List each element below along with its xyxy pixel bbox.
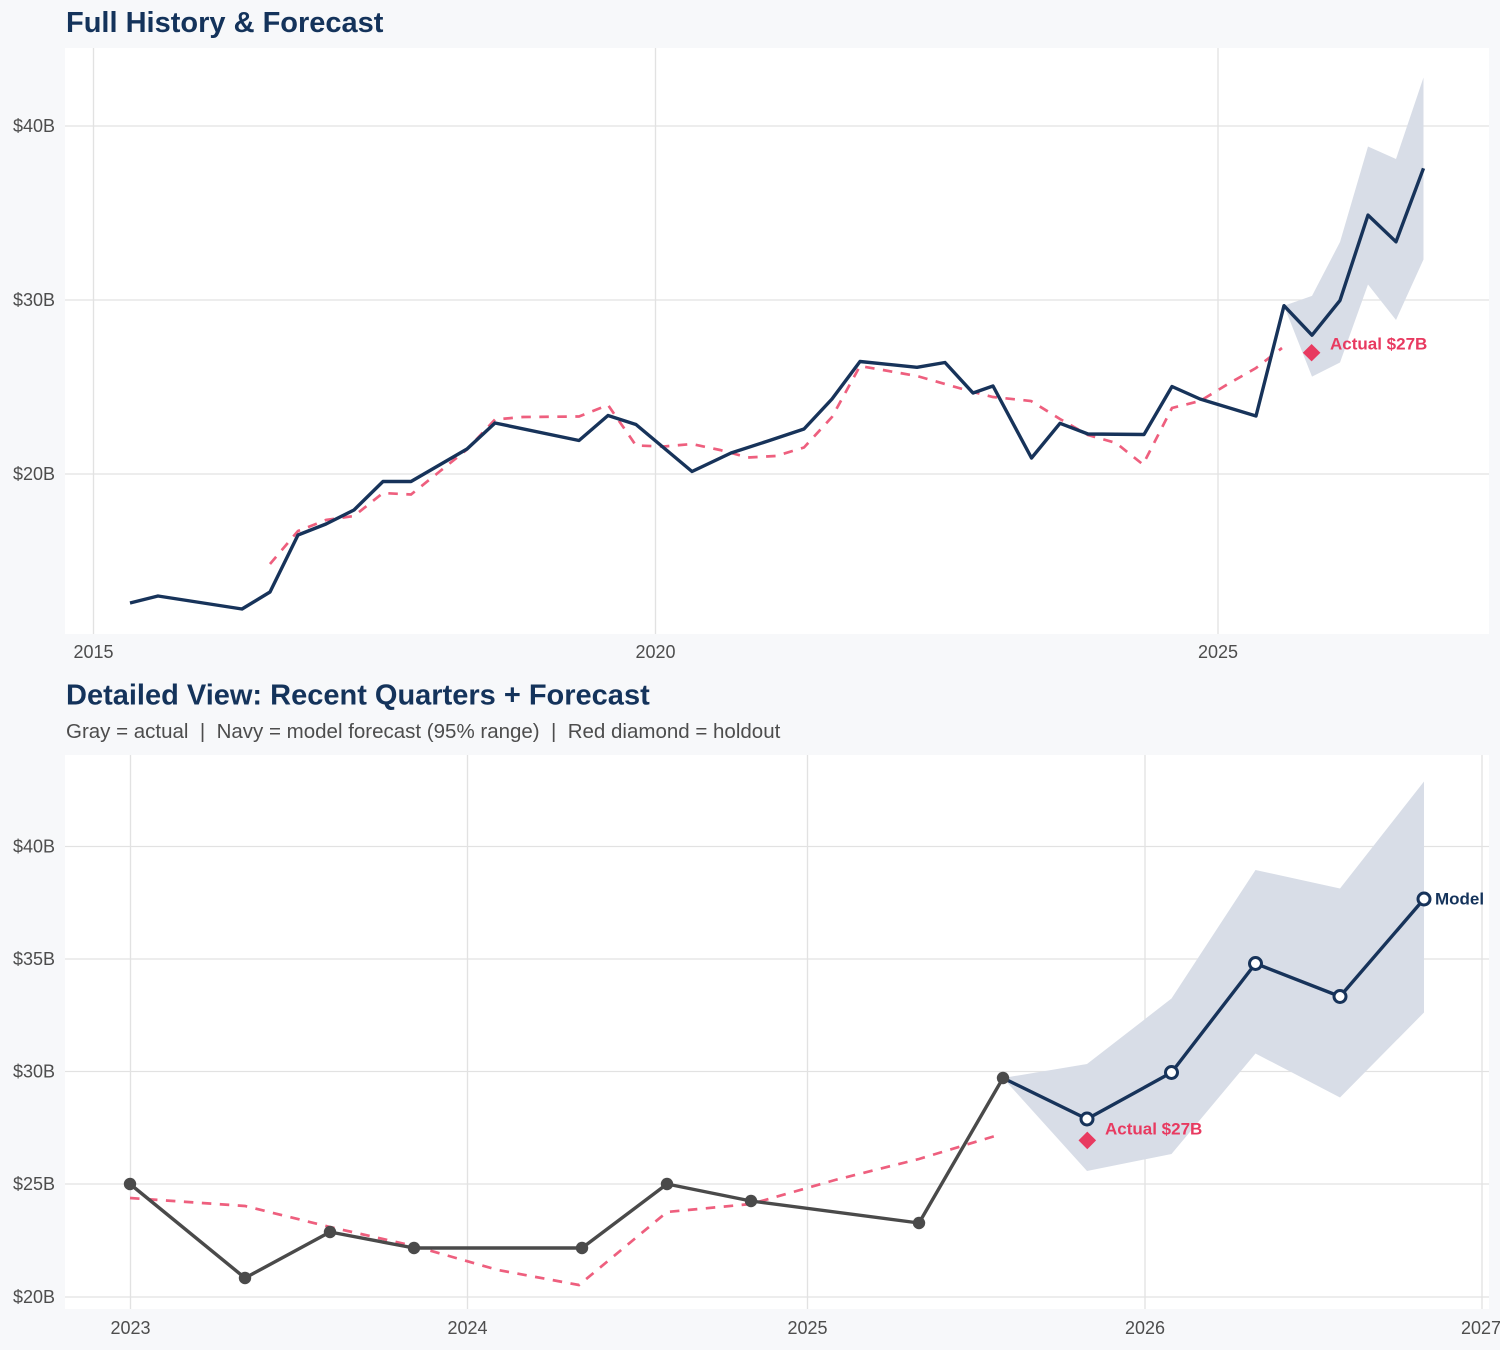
svg-text:$40B: $40B: [13, 116, 55, 136]
svg-text:Gray = actual | Navy = model: Gray = actual | Navy = model forecast (9…: [66, 720, 781, 743]
svg-text:$35B: $35B: [13, 949, 55, 969]
svg-text:$30B: $30B: [13, 290, 55, 310]
svg-text:$25B: $25B: [13, 1174, 55, 1194]
svg-text:2025: 2025: [787, 1318, 827, 1338]
svg-text:$30B: $30B: [13, 1062, 55, 1082]
svg-text:$20B: $20B: [13, 1287, 55, 1307]
svg-text:2027: 2027: [1461, 1318, 1500, 1338]
svg-text:$20B: $20B: [13, 464, 55, 484]
svg-text:2023: 2023: [110, 1318, 150, 1338]
svg-text:2015: 2015: [73, 642, 113, 662]
svg-text:2025: 2025: [1198, 642, 1238, 662]
svg-text:2024: 2024: [447, 1318, 487, 1338]
svg-text:$40B: $40B: [13, 837, 55, 857]
svg-text:Actual $27B: Actual $27B: [1105, 1120, 1202, 1139]
svg-text:Detailed View: Recent Quarters: Detailed View: Recent Quarters + Forecas…: [66, 680, 650, 712]
svg-text:Model: Model: [1435, 890, 1484, 909]
svg-text:Actual $27B: Actual $27B: [1330, 335, 1427, 354]
svg-text:Full History & Forecast: Full History & Forecast: [66, 7, 384, 39]
svg-text:2020: 2020: [635, 642, 675, 662]
svg-text:2026: 2026: [1125, 1318, 1165, 1338]
